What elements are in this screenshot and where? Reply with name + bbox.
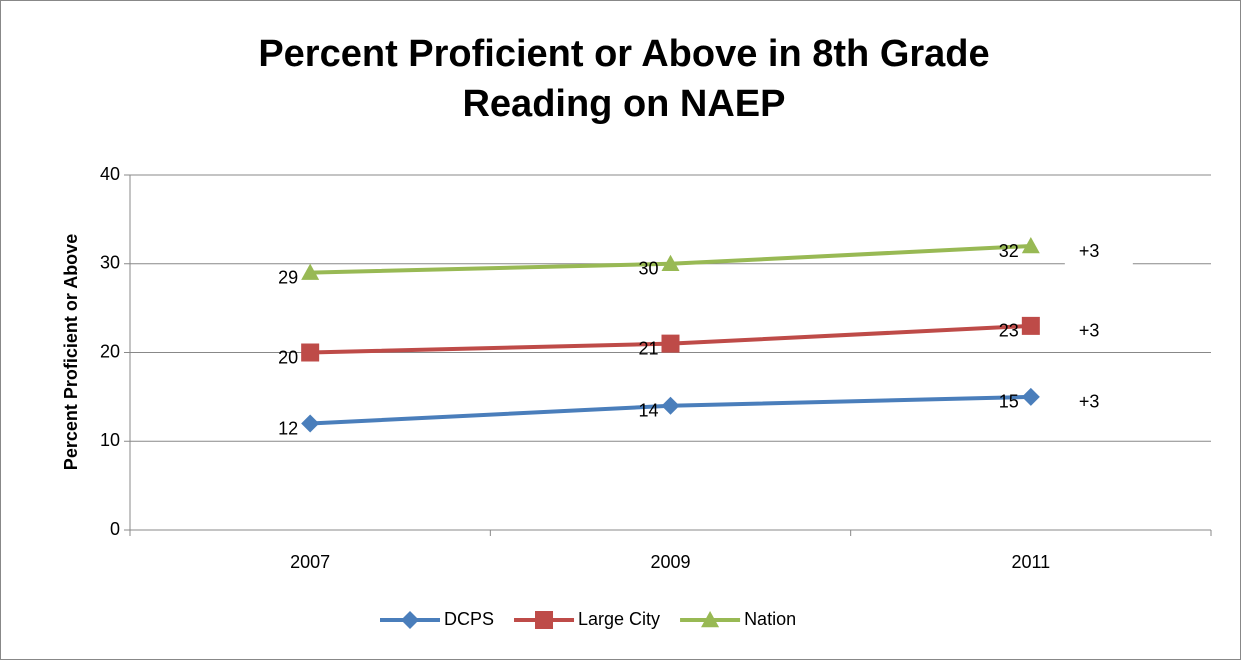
marker: [401, 611, 419, 629]
y-tick-label: 0: [110, 519, 120, 539]
y-tick-label: 30: [100, 253, 120, 273]
marker: [701, 611, 720, 628]
y-tick-label: 40: [100, 164, 120, 184]
annotation: +3: [1079, 392, 1100, 412]
annotation-bg: [1064, 388, 1133, 417]
marker: [301, 263, 320, 280]
chart-title: Reading on NAEP: [462, 83, 785, 125]
data-label: 20: [278, 347, 298, 367]
marker: [1021, 387, 1040, 406]
legend-label: DCPS: [444, 609, 494, 629]
marker: [661, 254, 680, 271]
data-label: 30: [638, 259, 658, 279]
annotation-bg: [1064, 317, 1133, 346]
data-label: 29: [278, 267, 298, 287]
legend-label: Large City: [578, 609, 660, 629]
data-label: 12: [278, 418, 298, 438]
x-tick-label: 2009: [650, 552, 690, 572]
marker: [661, 396, 680, 415]
x-tick-label: 2007: [290, 552, 330, 572]
marker: [1021, 237, 1040, 254]
marker: [1021, 316, 1040, 335]
data-label: 14: [638, 401, 658, 421]
data-label: 15: [999, 392, 1019, 412]
y-axis-label: Percent Proficient or Above: [61, 234, 81, 470]
marker: [301, 343, 320, 362]
annotation: +3: [1079, 321, 1100, 341]
annotation-bg: [1064, 238, 1133, 266]
annotation: +3: [1079, 241, 1100, 261]
marker: [301, 414, 320, 433]
y-tick-label: 20: [100, 341, 120, 361]
marker: [535, 611, 554, 629]
data-label: 32: [999, 241, 1019, 261]
y-tick-label: 10: [100, 430, 120, 450]
x-tick-label: 2011: [1011, 552, 1050, 572]
chart-title: Percent Proficient or Above in 8th Grade: [258, 33, 989, 75]
data-label: 21: [638, 338, 658, 358]
legend-label: Nation: [744, 609, 796, 629]
data-label: 23: [999, 321, 1019, 341]
marker: [661, 334, 680, 353]
